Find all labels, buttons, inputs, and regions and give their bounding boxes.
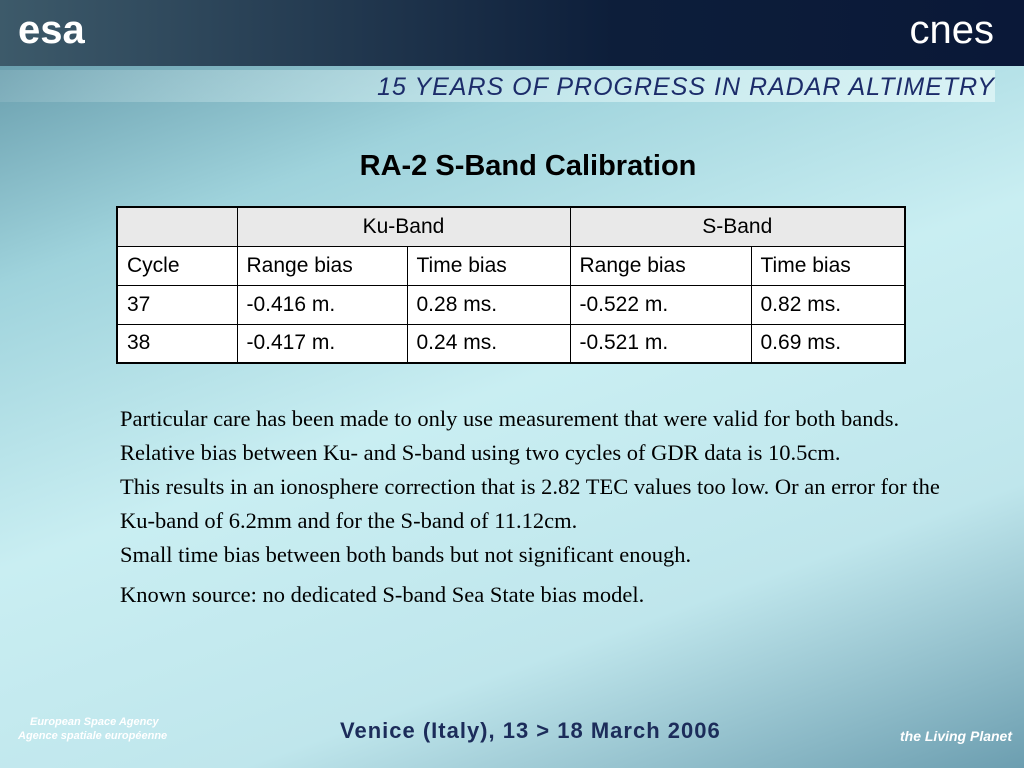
- column-row: Cycle Range bias Time bias Range bias Time b…: [116, 245, 906, 286]
- tagline: the Living Planet: [899, 728, 1012, 744]
- paragraph: This results in an ionosphere correction…: [120, 474, 940, 533]
- group-header: Ku-Band: [236, 206, 571, 247]
- column-header: Range bias: [569, 245, 752, 286]
- calibration-table: Ku-Band S-Band Cycle Range bias Time bias R…: [116, 206, 906, 364]
- table-row: 38 -0.417 m. 0.24 ms. -0.521 m. 0.69 ms.: [116, 323, 906, 364]
- paragraph: Small time bias between both bands but n…: [120, 542, 692, 567]
- table-row: 37 -0.416 m. 0.28 ms. -0.522 m. 0.82 ms.: [116, 284, 906, 325]
- table-cell: 37: [116, 284, 238, 325]
- column-header: Range bias: [236, 245, 408, 286]
- table-cell: -0.417 m.: [236, 323, 408, 364]
- cnes-logo: cnes: [909, 8, 995, 52]
- table-cell: 0.24 ms.: [406, 323, 571, 364]
- agency-en: European Space Agency: [30, 716, 159, 728]
- group-row: Ku-Band S-Band: [116, 206, 906, 247]
- banner: 15 YEARS OF PROGRESS IN RADAR ALTIMETRY: [0, 70, 995, 102]
- esa-logo: esa: [18, 8, 85, 52]
- table-cell: 38: [116, 323, 238, 364]
- header-bar: esa cnes: [0, 0, 1024, 66]
- empty-cell: [116, 206, 238, 247]
- column-header: Cycle: [116, 245, 238, 286]
- table-cell: -0.521 m.: [569, 323, 752, 364]
- paragraph: Known source: no dedicated S-band Sea St…: [120, 582, 645, 607]
- group-header: S-Band: [569, 206, 906, 247]
- table-cell: 0.28 ms.: [406, 284, 571, 325]
- venue: Venice (Italy), 13 > 18 March 2006: [340, 718, 721, 743]
- table-cell: 0.82 ms.: [750, 284, 906, 325]
- table-cell: -0.416 m.: [236, 284, 408, 325]
- table-cell: -0.522 m.: [569, 284, 752, 325]
- body-text: Particular care has been made to only us…: [120, 402, 940, 612]
- paragraph: Particular care has been made to only us…: [120, 406, 900, 465]
- column-header: Time bias: [406, 245, 571, 286]
- column-header: Time bias: [750, 245, 906, 286]
- slide-title: RA-2 S-Band Calibration: [359, 150, 697, 182]
- agency-fr: Agence spatiale européenne: [18, 730, 168, 742]
- table-cell: 0.69 ms.: [750, 323, 906, 364]
